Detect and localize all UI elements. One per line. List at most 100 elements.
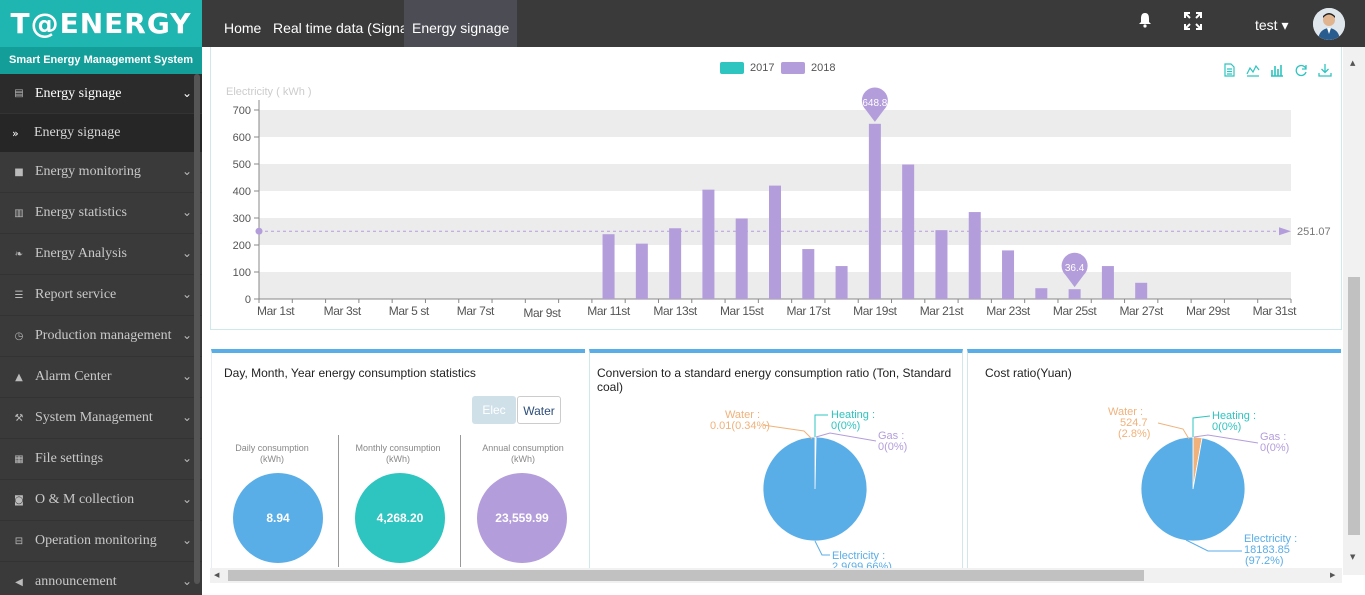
pie-slice-electricity[interactable] (762, 436, 868, 542)
stat-unit: (kWh) (511, 454, 535, 464)
stat-unit: (kWh) (386, 454, 410, 464)
pie-value-water: 524.7 (1120, 417, 1148, 429)
sidebar-item-production-management[interactable]: ◷ Production management ⌄ (0, 316, 202, 357)
chevron-down-icon: ⌄ (181, 492, 192, 506)
y-tick-label: 600 (233, 132, 251, 144)
horizontal-scrollbar[interactable]: ◀ ▶ (210, 568, 1342, 583)
vertical-scrollbar[interactable]: ▲ ▼ (1343, 47, 1365, 575)
y-tick-label: 0 (245, 294, 251, 306)
line-chart-icon[interactable] (1246, 63, 1260, 77)
x-tick-label: Mar 3st (324, 304, 362, 318)
topbar: Home Real time data (Signal) Energy sign… (202, 0, 1365, 47)
stat-label-text: Monthly consumption (355, 443, 441, 453)
pie-label-gas: Gas : (878, 430, 905, 442)
sidebar-item-operation-monitoring[interactable]: ⊟ Operation monitoring ⌄ (0, 521, 202, 562)
main-content: 0 100 200 300 400 500 600 700 Electricity ( kWh … (202, 47, 1365, 595)
y-tick-label: 200 (233, 240, 251, 252)
max-marker (861, 87, 888, 122)
scroll-right-arrow-icon[interactable]: ▶ (1330, 571, 1336, 579)
user-menu[interactable]: test ▾ (1255, 17, 1289, 33)
sidebar-item-energy-monitoring[interactable]: ■ Energy monitoring ⌄ (0, 152, 202, 193)
bar-2018 (802, 249, 815, 299)
pie-value-gas: 0(0%) (878, 441, 908, 453)
elec-toggle-button[interactable]: Elec (472, 396, 516, 424)
sidebar-subitem-label: Energy signage (34, 125, 121, 140)
pie-value-electricity: 18183.85 (1244, 544, 1290, 556)
bar-2018 (669, 228, 682, 299)
stat-label-text: Daily consumption (235, 443, 309, 453)
tab-energy-signage[interactable]: Energy signage (404, 0, 518, 47)
chevron-down-icon: ⌄ (181, 328, 192, 342)
sidebar-item-om-collection[interactable]: ◙ O & M collection ⌄ (0, 480, 202, 521)
chevron-down-icon: ⌄ (181, 410, 192, 424)
sidebar-item-announcement[interactable]: ◀ announcement ⌄ (0, 562, 202, 595)
pie-value-electricity: 2.9(99.66%) (832, 561, 892, 573)
pie-label-gas: Gas : (1260, 431, 1287, 443)
legend-swatch-2018 (781, 62, 805, 74)
cost-ratio-pie-chart (1140, 415, 1259, 552)
bar-2018 (635, 243, 648, 299)
bar-2018 (968, 212, 981, 299)
tab-real-time-data[interactable]: Real time data (Signal) (273, 20, 416, 36)
sidebar-item-label: announcement (35, 574, 117, 589)
pie-label-heating: Heating : (1212, 410, 1257, 422)
video-camera-icon: ■ (14, 166, 24, 178)
avatar[interactable] (1313, 8, 1345, 40)
horizontal-scroll-thumb[interactable] (228, 570, 1144, 581)
vertical-scroll-thumb[interactable] (1348, 277, 1360, 535)
data-view-icon[interactable] (1222, 63, 1236, 77)
y-tick-label: 300 (233, 213, 251, 225)
bell-icon[interactable] (1138, 12, 1152, 28)
bar-2018 (835, 266, 848, 299)
pie-label-water: Water : (724, 410, 760, 421)
y-tick-label: 400 (233, 186, 251, 198)
card-title: Day, Month, Year energy consumption stat… (224, 366, 476, 380)
tagline: Smart Energy Management System (0, 47, 202, 74)
refresh-icon[interactable] (1294, 63, 1308, 77)
legend-2018[interactable]: 2018 (781, 62, 835, 74)
electricity-chart: 0 100 200 300 400 500 600 700 Electricity ( kWh … (226, 86, 1331, 320)
bar-chart-icon[interactable] (1270, 63, 1284, 77)
sidebar-scrollbar[interactable] (194, 74, 200, 584)
legend-label: 2017 (750, 62, 775, 74)
signage-icon: ▤ (14, 88, 24, 99)
daily-consumption-circle: 8.94 (233, 473, 323, 563)
pie-slice-electricity[interactable] (1140, 436, 1246, 542)
sidebar-item-file-settings[interactable]: ▦ File settings ⌄ (0, 439, 202, 480)
sidebar-item-energy-analysis[interactable]: ❧ Energy Analysis ⌄ (0, 234, 202, 275)
sidebar-item-label: Energy statistics (35, 205, 127, 220)
cost-ratio-card: Cost ratio(Yuan) Water : 524.7 (2.8%) He… (967, 349, 1341, 569)
sidebar-item-energy-statistics[interactable]: ▥ Energy statistics ⌄ (0, 193, 202, 234)
sidebar-subitem-energy-signage[interactable]: » Energy signage (0, 114, 202, 152)
bar-2018 (602, 234, 615, 299)
file-icon: ▦ (14, 453, 24, 465)
pie-leader-line (815, 432, 877, 442)
pie-label-electricity: Electricity : (832, 550, 886, 562)
sidebar-item-system-management[interactable]: ⚒ System Management ⌄ (0, 398, 202, 439)
bar-2018 (902, 164, 915, 299)
scroll-left-arrow-icon[interactable]: ◀ (214, 571, 220, 579)
download-icon[interactable] (1318, 63, 1332, 77)
sidebar-item-report-service[interactable]: ☰ Report service ⌄ (0, 275, 202, 316)
chevron-down-icon: ⌄ (181, 287, 192, 301)
card-title: Cost ratio(Yuan) (985, 366, 1072, 380)
bar-2018 (868, 123, 881, 299)
sidebar-item-alarm-center[interactable]: ▲ Alarm Center ⌄ (0, 357, 202, 398)
average-line-start (255, 227, 263, 235)
scroll-down-arrow-icon[interactable]: ▼ (1350, 553, 1356, 561)
scroll-up-arrow-icon[interactable]: ▲ (1350, 59, 1356, 67)
fullscreen-icon[interactable] (1184, 12, 1202, 30)
water-toggle-button[interactable]: Water (517, 396, 561, 424)
sidebar-item-label: Operation monitoring (35, 533, 157, 548)
pie-value-gas: 0(0%) (1260, 442, 1290, 454)
legend-2017[interactable]: 2017 (720, 62, 774, 74)
pie-leader-line (1193, 434, 1259, 444)
sidebar-item-label: Energy monitoring (35, 164, 141, 179)
sidebar-item-label: Report service (35, 287, 117, 302)
y-tick-label: 500 (233, 159, 251, 171)
daily-consumption-label: Daily consumption (kWh) (217, 443, 327, 465)
pie-leader-line (1192, 415, 1211, 437)
tab-home[interactable]: Home (224, 20, 262, 36)
sidebar-item-energy-signage[interactable]: ▤ Energy signage ⌄ (0, 74, 202, 114)
pie-pct-water: (2.8%) (1118, 428, 1151, 440)
